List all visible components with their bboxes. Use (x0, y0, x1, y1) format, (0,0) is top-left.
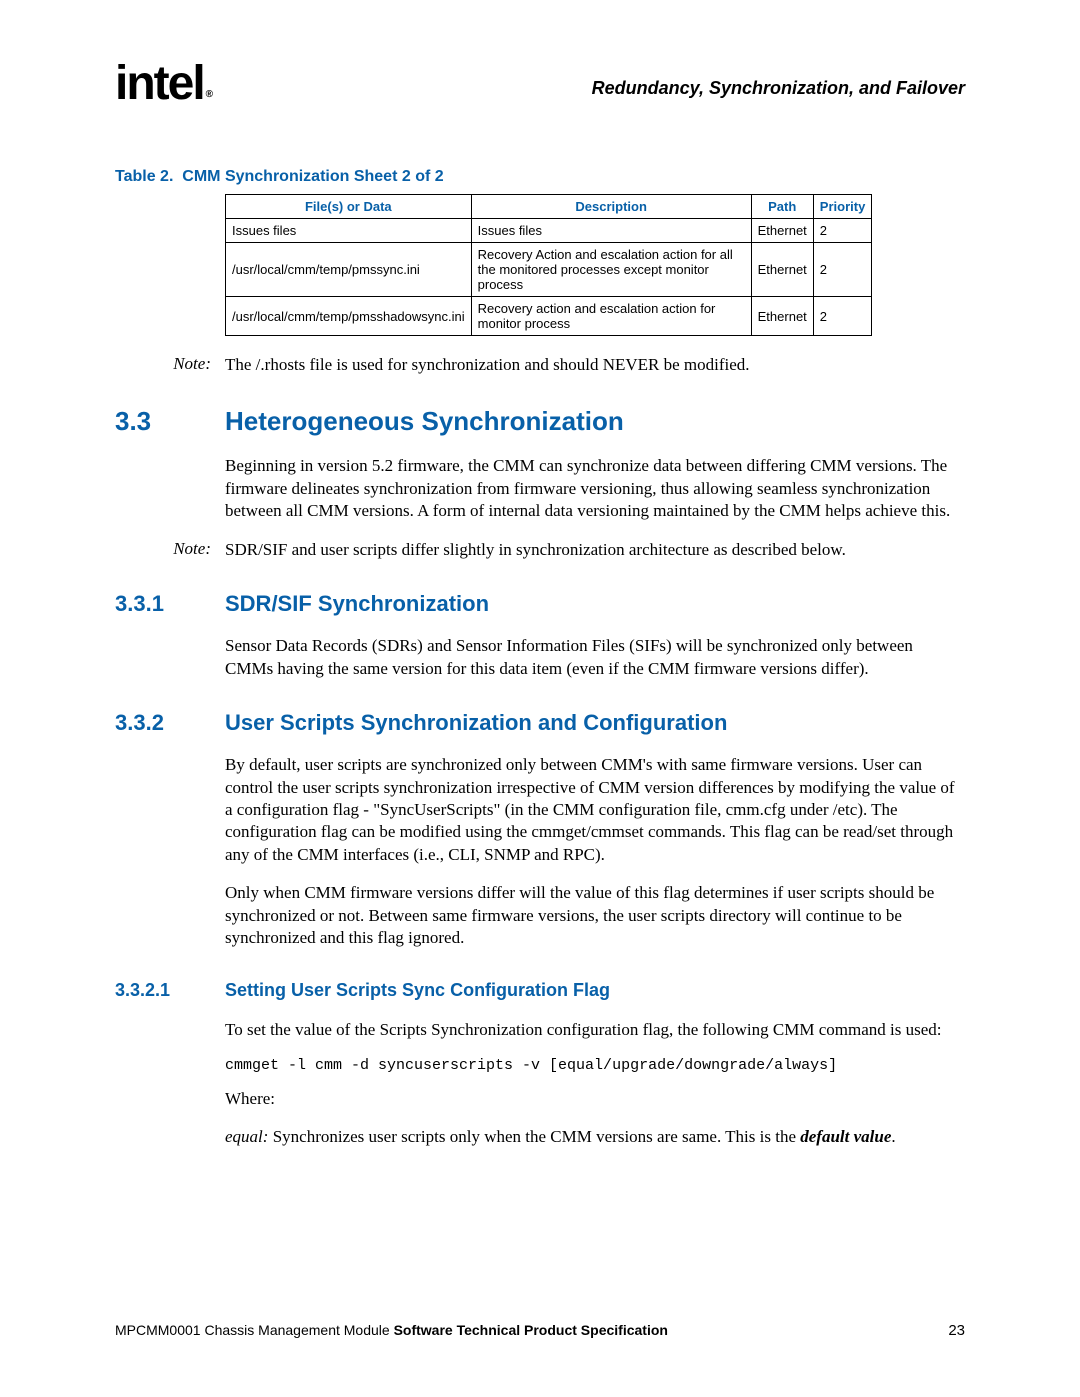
cell-files: /usr/local/cmm/temp/pmssync.ini (226, 243, 472, 297)
paragraph-equal: equal: Synchronizes user scripts only wh… (225, 1126, 965, 1148)
table-caption-prefix: Table 2. (115, 168, 173, 185)
heading-number: 3.3.2 (115, 710, 225, 736)
table-row: Issues files Issues files Ethernet 2 (226, 219, 872, 243)
table-caption: Table 2. CMM Synchronization Sheet 2 of … (115, 168, 965, 186)
heading-3-3-2-1: 3.3.2.1 Setting User Scripts Sync Config… (115, 980, 965, 1001)
logo-registered: ® (206, 89, 211, 100)
heading-title: User Scripts Synchronization and Configu… (225, 710, 727, 736)
note-label: Note: (115, 539, 225, 561)
note-text: The /.rhosts file is used for synchroniz… (225, 354, 965, 376)
footer-page-number: 23 (948, 1322, 965, 1339)
footer-doc-bold: Software Technical Product Specification (394, 1322, 668, 1338)
heading-title: SDR/SIF Synchronization (225, 591, 489, 617)
chapter-title: Redundancy, Synchronization, and Failove… (592, 78, 965, 99)
page: intel® Redundancy, Synchronization, and … (0, 0, 1080, 1397)
paragraph: Sensor Data Records (SDRs) and Sensor In… (225, 635, 965, 680)
heading-title: Setting User Scripts Sync Configuration … (225, 980, 610, 1001)
heading-3-3-2: 3.3.2 User Scripts Synchronization and C… (115, 710, 965, 736)
footer-doc-left: MPCMM0001 Chassis Management Module (115, 1322, 394, 1338)
intel-logo: intel® (115, 60, 209, 108)
cell-files: Issues files (226, 219, 472, 243)
equal-label: equal: (225, 1127, 268, 1146)
heading-number: 3.3.2.1 (115, 980, 225, 1001)
th-files: File(s) or Data (226, 195, 472, 219)
heading-title: Heterogeneous Synchronization (225, 406, 624, 437)
page-header: intel® Redundancy, Synchronization, and … (115, 60, 965, 108)
note-row: Note: The /.rhosts file is used for sync… (115, 354, 965, 376)
th-path: Path (751, 195, 813, 219)
cell-priority: 2 (813, 219, 872, 243)
sync-table: File(s) or Data Description Path Priorit… (225, 194, 872, 336)
cell-path: Ethernet (751, 243, 813, 297)
equal-default: default value (800, 1127, 891, 1146)
cell-files: /usr/local/cmm/temp/pmsshadowsync.ini (226, 297, 472, 336)
code-command: cmmget -l cmm -d syncuserscripts -v [equ… (225, 1057, 965, 1074)
paragraph: Only when CMM firmware versions differ w… (225, 882, 965, 949)
logo-text: intel (115, 57, 204, 110)
equal-text: Synchronizes user scripts only when the … (268, 1127, 800, 1146)
note-row: Note: SDR/SIF and user scripts differ sl… (115, 539, 965, 561)
table-row: /usr/local/cmm/temp/pmssync.ini Recovery… (226, 243, 872, 297)
th-description: Description (471, 195, 751, 219)
note-label: Note: (115, 354, 225, 376)
paragraph-where: Where: (225, 1088, 965, 1110)
cell-priority: 2 (813, 243, 872, 297)
table-header-row: File(s) or Data Description Path Priorit… (226, 195, 872, 219)
heading-number: 3.3 (115, 406, 225, 437)
footer-doc-title: MPCMM0001 Chassis Management Module Soft… (115, 1322, 668, 1339)
page-footer: MPCMM0001 Chassis Management Module Soft… (115, 1322, 965, 1339)
paragraph: To set the value of the Scripts Synchron… (225, 1019, 965, 1041)
table-row: /usr/local/cmm/temp/pmsshadowsync.ini Re… (226, 297, 872, 336)
cell-description: Recovery Action and escalation action fo… (471, 243, 751, 297)
equal-period: . (891, 1127, 895, 1146)
cell-description: Recovery action and escalation action fo… (471, 297, 751, 336)
paragraph: Beginning in version 5.2 firmware, the C… (225, 455, 965, 522)
table-caption-title: CMM Synchronization Sheet 2 of 2 (182, 168, 443, 185)
cell-path: Ethernet (751, 219, 813, 243)
cell-priority: 2 (813, 297, 872, 336)
note-text: SDR/SIF and user scripts differ slightly… (225, 539, 965, 561)
heading-3-3-1: 3.3.1 SDR/SIF Synchronization (115, 591, 965, 617)
cell-path: Ethernet (751, 297, 813, 336)
heading-3-3: 3.3 Heterogeneous Synchronization (115, 406, 965, 437)
heading-number: 3.3.1 (115, 591, 225, 617)
cell-description: Issues files (471, 219, 751, 243)
th-priority: Priority (813, 195, 872, 219)
paragraph: By default, user scripts are synchronize… (225, 754, 965, 866)
